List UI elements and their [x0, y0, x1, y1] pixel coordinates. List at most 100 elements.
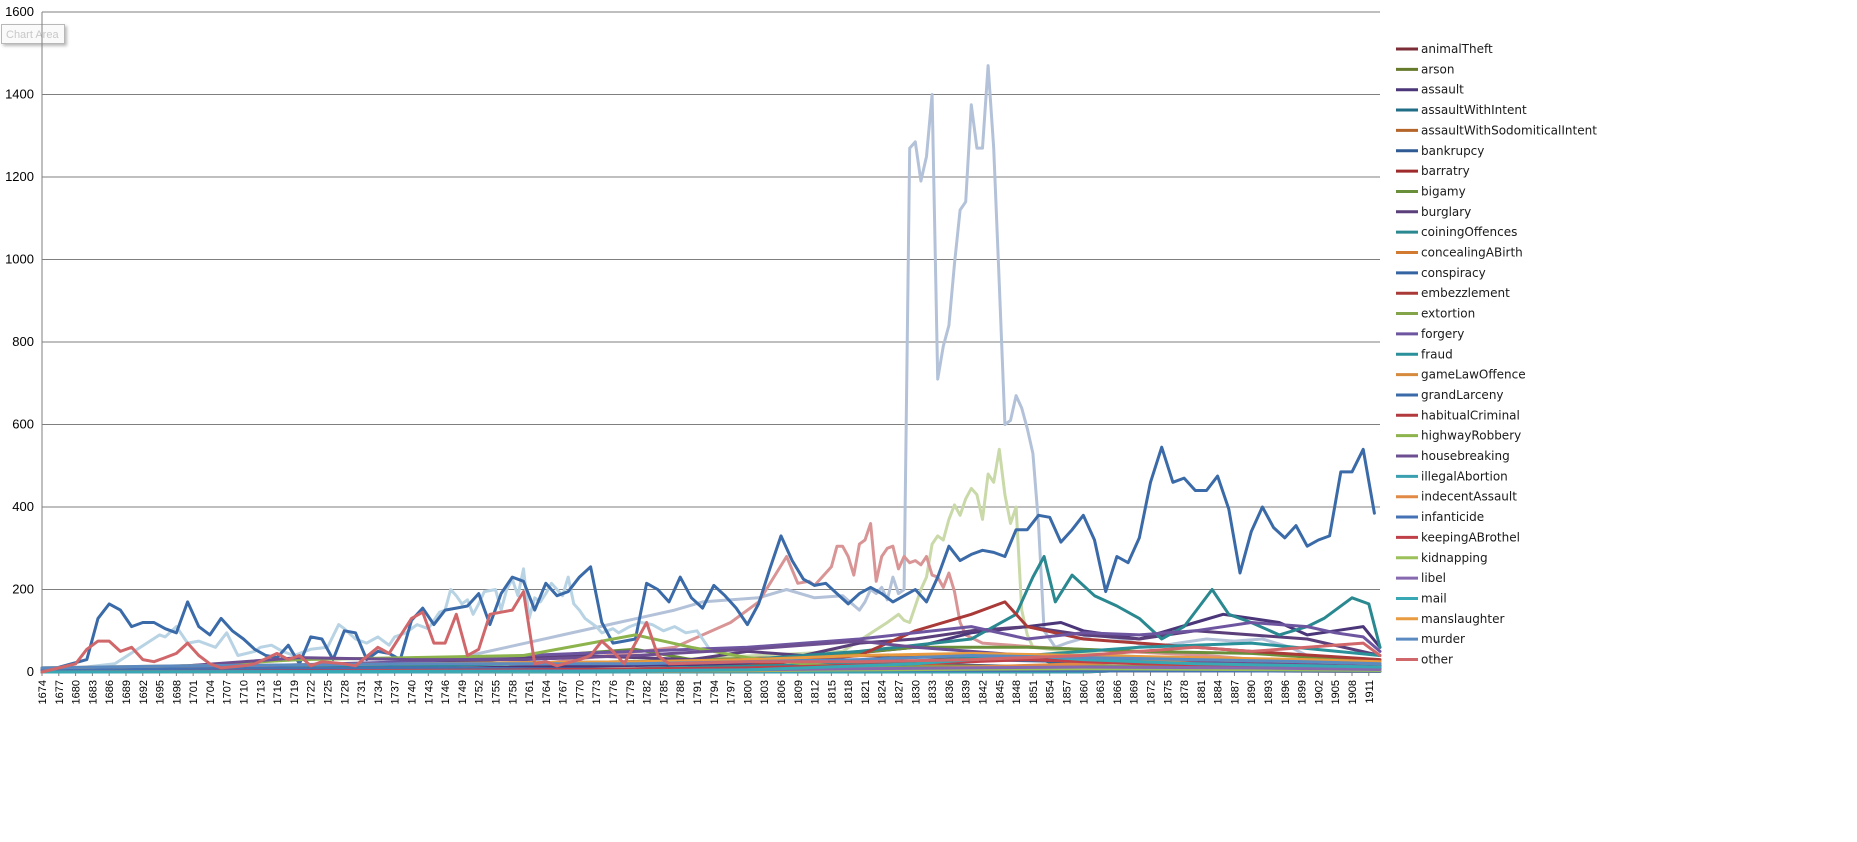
x-tick-label: 1674 [37, 680, 49, 704]
x-tick-label: 1755 [490, 680, 502, 704]
x-tick-label: 1698 [171, 680, 183, 704]
legend-label: other [1421, 653, 1453, 667]
legend-label: murder [1421, 632, 1465, 646]
x-tick-label: 1731 [356, 680, 368, 704]
x-tick-label: 1686 [104, 680, 116, 704]
x-tick-label: 1884 [1213, 680, 1225, 704]
x-tick-label: 1791 [692, 680, 704, 704]
x-tick-label: 1845 [994, 680, 1006, 704]
x-tick-label: 1716 [272, 680, 284, 704]
x-tick-label: 1683 [87, 680, 99, 704]
x-tick-label: 1800 [742, 680, 754, 704]
x-tick-label: 1833 [927, 680, 939, 704]
x-tick-label: 1764 [541, 680, 553, 704]
x-tick-label: 1788 [675, 680, 687, 704]
legend-label: assault [1421, 83, 1464, 97]
x-tick-label: 1836 [944, 680, 956, 704]
legend-label: habitualCriminal [1421, 408, 1520, 422]
x-tick-label: 1899 [1297, 680, 1309, 704]
x-tick-label: 1911 [1364, 680, 1376, 704]
legend: animalTheft arson assault assaultWithIntent… [1396, 42, 1597, 667]
legend-label: indecentAssault [1421, 490, 1517, 504]
x-tick-label: 1692 [138, 680, 150, 704]
legend-label: grandLarceny [1421, 388, 1504, 402]
x-tick-label: 1719 [289, 680, 301, 704]
legend-label: housebreaking [1421, 449, 1510, 463]
x-tick-label: 1713 [255, 680, 267, 704]
x-tick-label: 1782 [642, 680, 654, 704]
legend-label: fraud [1421, 347, 1453, 361]
x-axis-tick-labels: 1674 1677 1680 1683 1686 1689 1692 1695 1698 1701… [37, 672, 1376, 704]
chart-area-tooltip: Chart Area [1, 24, 65, 44]
x-tick-label: 1785 [658, 680, 670, 704]
x-tick-label: 1851 [1028, 680, 1040, 704]
series-line-unlabeled [40, 567, 713, 674]
x-tick-label: 1830 [910, 680, 922, 704]
legend-label: assaultWithIntent [1421, 103, 1527, 117]
legend-label: infanticide [1421, 510, 1484, 524]
x-tick-label: 1770 [574, 680, 586, 704]
y-tick-label: 0 [27, 664, 34, 679]
x-tick-label: 1824 [877, 680, 889, 704]
x-tick-label: 1827 [894, 680, 906, 704]
y-tick-label: 1400 [5, 87, 34, 102]
x-tick-label: 1887 [1229, 680, 1241, 704]
x-tick-label: 1761 [524, 680, 536, 704]
legend-label: barratry [1421, 164, 1470, 178]
x-tick-label: 1707 [222, 680, 234, 704]
x-tick-label: 1689 [121, 680, 133, 704]
x-tick-label: 1734 [373, 680, 385, 704]
x-tick-label: 1881 [1196, 680, 1208, 704]
x-tick-label: 1842 [978, 680, 990, 704]
legend-label: concealingABirth [1421, 246, 1523, 260]
legend-label: arson [1421, 62, 1455, 76]
legend-label: manslaughter [1421, 612, 1505, 626]
legend-label: bigamy [1421, 184, 1466, 198]
legend-label: keepingABrothel [1421, 530, 1520, 544]
x-tick-label: 1854 [1045, 680, 1057, 704]
x-tick-label: 1866 [1112, 680, 1124, 704]
y-tick-label: 400 [12, 499, 34, 514]
x-tick-label: 1779 [625, 680, 637, 704]
legend-label: conspiracy [1421, 266, 1486, 280]
x-tick-label: 1737 [390, 680, 402, 704]
x-tick-label: 1743 [423, 680, 435, 704]
series-lines [40, 64, 1382, 674]
legend-label: extortion [1421, 307, 1475, 321]
legend-label: embezzlement [1421, 286, 1510, 300]
x-tick-label: 1710 [239, 680, 251, 704]
x-tick-label: 1896 [1280, 680, 1292, 704]
x-tick-label: 1821 [860, 680, 872, 704]
y-tick-label: 1200 [5, 169, 34, 184]
legend-label: animalTheft [1421, 42, 1493, 56]
series-line-unlabeled [40, 447, 1309, 674]
x-tick-label: 1749 [457, 680, 469, 704]
legend-label: mail [1421, 591, 1447, 605]
series-line-unlabeled [40, 64, 1309, 674]
x-tick-label: 1746 [440, 680, 452, 704]
x-tick-label: 1725 [323, 680, 335, 704]
legend-label: coiningOffences [1421, 225, 1517, 239]
x-tick-label: 1857 [1061, 680, 1073, 704]
y-tick-label: 1600 [5, 4, 34, 19]
x-tick-label: 1869 [1129, 680, 1141, 704]
y-tick-label: 1000 [5, 252, 34, 267]
x-tick-label: 1728 [339, 680, 351, 704]
x-tick-label: 1758 [507, 680, 519, 704]
y-tick-label: 800 [12, 334, 34, 349]
legend-label: gameLawOffence [1421, 368, 1526, 382]
series-line-grandLarceny [40, 445, 1376, 674]
x-tick-label: 1815 [826, 680, 838, 704]
x-tick-label: 1776 [608, 680, 620, 704]
x-tick-label: 1908 [1347, 680, 1359, 704]
series-line-other [40, 590, 1382, 674]
x-tick-label: 1890 [1246, 680, 1258, 704]
x-tick-label: 1722 [306, 680, 318, 704]
legend-label: burglary [1421, 205, 1471, 219]
x-tick-label: 1680 [71, 680, 83, 704]
x-tick-label: 1695 [155, 680, 167, 704]
x-tick-label: 1902 [1313, 680, 1325, 704]
x-tick-label: 1806 [776, 680, 788, 704]
y-tick-label: 200 [12, 582, 34, 597]
